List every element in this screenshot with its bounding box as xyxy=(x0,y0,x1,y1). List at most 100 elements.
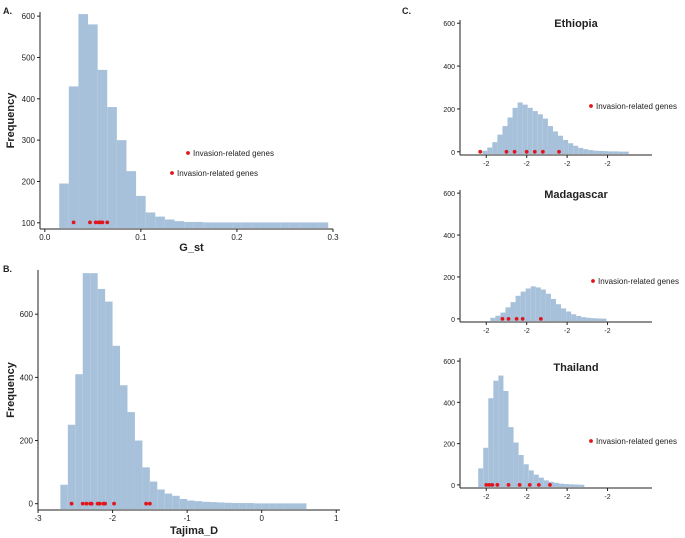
y-tick-label-c3-2: 400 xyxy=(443,400,455,407)
y-tick-label-c3-1: 200 xyxy=(443,442,455,449)
bar-b-25 xyxy=(246,503,255,509)
bar-b-29 xyxy=(276,503,285,509)
gene-point-c3-3 xyxy=(495,483,500,487)
bar-c1-27 xyxy=(618,151,624,154)
bar-c2-2 xyxy=(500,312,506,321)
legend-label-a: Invasion-related genes xyxy=(177,169,258,178)
bar-b-18 xyxy=(194,501,203,509)
bar-a-27 xyxy=(318,222,329,228)
x-tick-label-c3-3: -2 xyxy=(604,494,610,501)
bar-a-9 xyxy=(145,212,156,228)
bar-c2-4 xyxy=(510,302,516,321)
bar-b-0 xyxy=(60,484,68,509)
bar-c2-11 xyxy=(545,293,551,321)
bar-a-3 xyxy=(88,24,98,229)
gene-point-c3-1 xyxy=(487,483,492,487)
bar-c1-8 xyxy=(522,104,528,154)
x-tick-label-b-0: -3 xyxy=(34,514,42,523)
y-tick-label-c2-2: 400 xyxy=(443,233,455,240)
bar-c1-0 xyxy=(482,150,488,154)
bar-b-7 xyxy=(112,345,121,509)
bar-c3-15 xyxy=(553,482,560,487)
bar-c3-10 xyxy=(528,470,534,487)
bar-c1-4 xyxy=(502,126,508,154)
bar-c2-13 xyxy=(556,304,562,321)
bar-b-17 xyxy=(187,500,195,509)
gene-point-b-10 xyxy=(144,501,149,506)
bar-c1-18 xyxy=(573,145,579,154)
bar-c2-1 xyxy=(495,315,501,321)
bar-a-15 xyxy=(203,222,213,228)
bar-b-11 xyxy=(142,467,150,509)
bar-a-0 xyxy=(59,183,69,228)
y-axis-label-a: Frequency xyxy=(5,92,17,149)
gene-point-b-6 xyxy=(97,501,102,506)
gene-point-b-2 xyxy=(84,501,89,506)
bar-c1-10 xyxy=(532,111,538,154)
x-tick-label-c2-2: -2 xyxy=(564,328,570,335)
x-tick-label-c3-0: -2 xyxy=(483,494,489,501)
x-tick-label-b-2: -1 xyxy=(184,514,192,523)
bar-a-23 xyxy=(280,222,290,228)
gene-point-b-4 xyxy=(89,501,94,506)
bar-a-10 xyxy=(155,216,165,228)
bar-a-20 xyxy=(251,222,261,228)
bar-a-16 xyxy=(212,222,223,228)
bar-b-9 xyxy=(127,412,135,509)
bar-b-16 xyxy=(179,498,188,509)
x-tick-label-c2-1: -2 xyxy=(524,328,530,335)
bar-c3-17 xyxy=(564,484,570,487)
bar-c3-12 xyxy=(538,477,544,487)
gene-point-c3-0 xyxy=(484,483,489,487)
bar-c2-3 xyxy=(505,307,511,321)
gene-point-c3-8 xyxy=(548,483,552,487)
bar-c2-22 xyxy=(601,318,607,321)
y-tick-label-b-0: 0 xyxy=(29,500,34,509)
bar-b-1 xyxy=(67,424,76,509)
gene-point-c3-6 xyxy=(527,483,532,487)
bar-b-30 xyxy=(284,503,292,509)
y-tick-label-a-2: 300 xyxy=(22,136,36,145)
bar-c1-17 xyxy=(568,143,574,154)
x-tick-label-c2-0: -2 xyxy=(483,328,489,335)
y-tick-label-c3-0: 0 xyxy=(451,483,455,490)
bar-c3-4 xyxy=(498,375,504,487)
x-tick-label-b-4: 1 xyxy=(334,514,339,523)
bar-c2-12 xyxy=(550,298,556,321)
bar-c2-15 xyxy=(566,311,572,321)
bar-c3-18 xyxy=(569,484,575,487)
bar-b-3 xyxy=(82,273,91,509)
bar-a-21 xyxy=(260,222,271,228)
bar-c3-3 xyxy=(493,380,499,487)
gene-point-a-0 xyxy=(71,220,76,225)
panel-label-b: B. xyxy=(3,264,12,274)
y-tick-label-c2-0: 0 xyxy=(451,317,455,324)
legend-label-c1: Invasion-related genes xyxy=(596,102,677,111)
bar-c2-7 xyxy=(525,288,531,321)
bar-c2-14 xyxy=(561,308,567,321)
gene-point-b-8 xyxy=(103,501,108,506)
x-axis-label-b: Tajima_D xyxy=(170,525,218,537)
bar-b-28 xyxy=(269,503,277,509)
bar-c3-8 xyxy=(518,454,524,487)
bar-c3-1 xyxy=(483,447,489,487)
x-tick-label-c1-1: -2 xyxy=(524,161,530,168)
bar-c1-26 xyxy=(613,151,619,154)
bar-c3-9 xyxy=(523,464,529,487)
bar-c3-11 xyxy=(533,474,539,487)
x-tick-label-b-1: -2 xyxy=(109,514,117,523)
bar-a-8 xyxy=(136,195,146,228)
x-tick-label-c3-1: -2 xyxy=(524,494,530,501)
bar-b-15 xyxy=(172,495,180,509)
x-axis-label-a: G_st xyxy=(179,242,204,254)
y-tick-label-b-1: 200 xyxy=(20,437,34,446)
bar-c1-21 xyxy=(588,150,594,154)
gene-point-b-1 xyxy=(80,501,85,506)
bar-a-17 xyxy=(222,222,233,228)
bar-c1-14 xyxy=(552,131,559,154)
bar-c1-2 xyxy=(492,142,498,154)
bar-c3-20 xyxy=(579,484,585,487)
bar-c1-3 xyxy=(497,134,503,154)
gene-point-c1-3 xyxy=(524,149,529,154)
bar-b-6 xyxy=(105,301,113,509)
